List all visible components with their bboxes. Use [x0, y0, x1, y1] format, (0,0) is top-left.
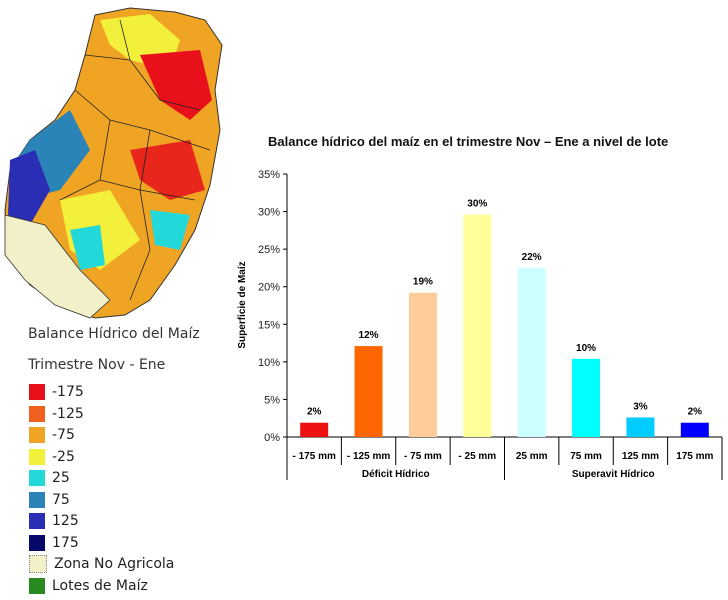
- legend-swatch: [29, 555, 47, 573]
- data-label: 22%: [522, 252, 542, 263]
- y-tick-label: 0%: [264, 432, 280, 444]
- legend-swatch: [29, 577, 45, 594]
- legend-title: Balance Hídrico del Maíz: [28, 326, 200, 342]
- legend-label: Zona No Agricola: [54, 556, 175, 572]
- data-label: 2%: [688, 407, 703, 418]
- y-axis-label: Superficie de Maíz: [237, 261, 248, 348]
- x-tick-label: - 25 mm: [458, 451, 496, 462]
- y-tick-label: 5%: [264, 394, 280, 406]
- legend-item: -175: [29, 383, 84, 401]
- x-tick-label: 125 mm: [622, 451, 659, 462]
- legend-item: -125: [29, 405, 84, 423]
- data-label: 2%: [307, 407, 322, 418]
- x-tick-label: - 75 mm: [404, 451, 442, 462]
- x-tick-label: - 175 mm: [293, 451, 336, 462]
- legend-label: Lotes de Maíz: [52, 577, 148, 594]
- bar: [463, 214, 492, 437]
- water-balance-map: [4, 7, 223, 319]
- y-tick-label: 30%: [258, 207, 280, 219]
- legend-label: -25: [52, 448, 75, 465]
- legend-item: 25: [29, 469, 70, 487]
- legend-item: Lotes de Maíz: [29, 577, 148, 595]
- data-label: 30%: [467, 199, 487, 210]
- legend-swatch: [29, 491, 45, 508]
- legend-subtitle: Trimestre Nov - Ene: [28, 357, 166, 373]
- chart-title: Balance hídrico del maíz en el trimestre…: [268, 134, 669, 149]
- x-tick-label: - 125 mm: [347, 451, 390, 462]
- y-tick-label: 35%: [258, 169, 280, 181]
- bar: [680, 422, 709, 437]
- legend-label: -75: [52, 427, 75, 443]
- legend-label: 25: [52, 470, 70, 486]
- group-label: Déficit Hídrico: [362, 469, 430, 480]
- bar: [626, 417, 655, 437]
- group-label: Superavit Hídrico: [572, 469, 655, 480]
- legend-swatch: [29, 448, 45, 465]
- data-label: 10%: [576, 343, 596, 354]
- legend-label: -125: [52, 405, 84, 422]
- legend-label: 75: [52, 491, 70, 508]
- data-label: 3%: [633, 401, 648, 412]
- legend-item: 125: [29, 512, 79, 530]
- x-tick-label: 75 mm: [570, 451, 602, 462]
- legend-swatch: [29, 534, 45, 551]
- bar-chart: 0% 5% 10% 15% 20% 25% 30% 35% Superficie de Maíz…: [237, 169, 723, 480]
- legend-item: 75: [29, 491, 70, 509]
- legend-swatch: [29, 427, 45, 443]
- bar: [572, 358, 601, 437]
- legend-label: -175: [52, 384, 84, 400]
- x-tick-label: 25 mm: [516, 451, 548, 462]
- legend-item: -75: [29, 426, 75, 444]
- y-tick-label: 25%: [258, 244, 280, 256]
- data-label: 12%: [359, 330, 379, 341]
- legend-swatch: [29, 405, 45, 422]
- legend-label: 125: [52, 513, 79, 529]
- legend-item: 175: [29, 534, 79, 552]
- x-tick-label: 175 mm: [676, 451, 713, 462]
- bar: [408, 292, 437, 437]
- legend-item: -25: [29, 448, 75, 466]
- legend-item: Zona No Agricola: [29, 555, 174, 573]
- legend-swatch: [29, 384, 45, 400]
- legend-swatch: [29, 513, 45, 529]
- legend-swatch: [29, 470, 45, 486]
- y-tick-label: 10%: [258, 357, 280, 369]
- bar: [517, 267, 546, 437]
- bar: [300, 422, 329, 437]
- legend-label: 175: [52, 534, 79, 551]
- bar: [354, 346, 383, 437]
- data-label: 19%: [413, 277, 433, 288]
- y-tick-label: 15%: [258, 319, 280, 331]
- y-tick-label: 20%: [258, 282, 280, 294]
